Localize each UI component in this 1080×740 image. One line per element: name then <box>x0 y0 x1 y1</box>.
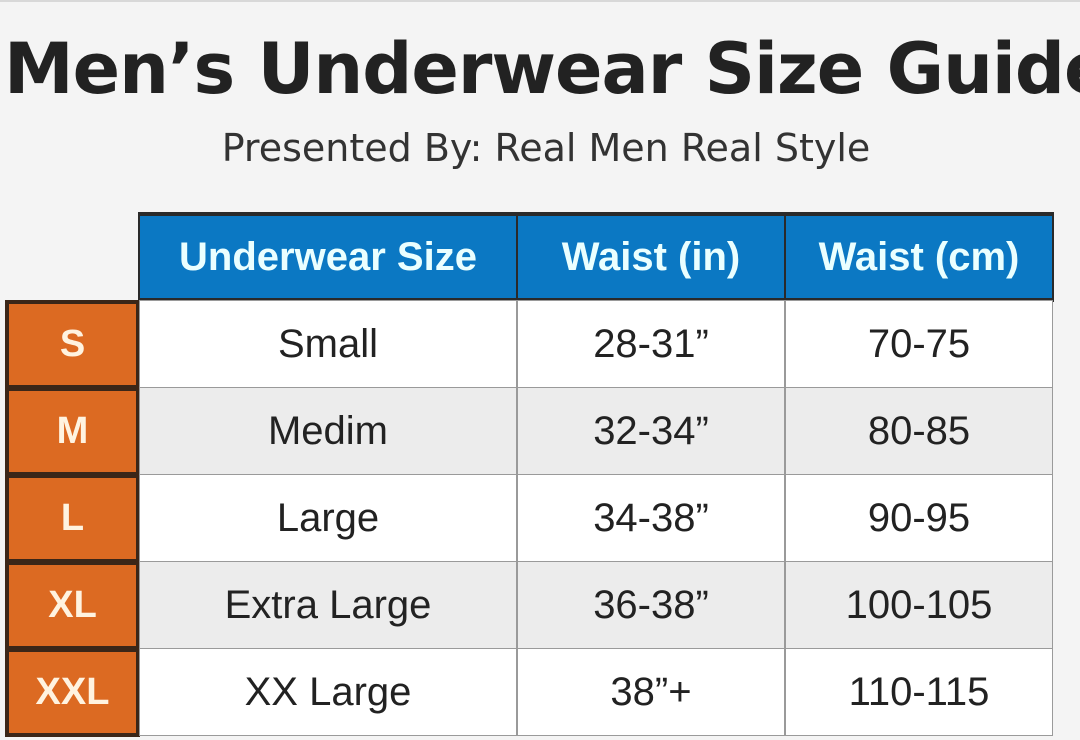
waist-in-cell: 28-31” <box>517 300 785 388</box>
size-name-cell: Medim <box>139 387 517 475</box>
waist-cm-cell: 90-95 <box>785 474 1053 562</box>
waist-in-cell: 34-38” <box>517 474 785 562</box>
page-title: Men’s Underwear Size Guide <box>4 28 1080 110</box>
header-underwear-size: Underwear Size <box>138 212 518 302</box>
size-code-label: M <box>5 387 140 476</box>
waist-in-cell: 32-34” <box>517 387 785 475</box>
size-name-cell: Large <box>139 474 517 562</box>
size-name-cell: Extra Large <box>139 561 517 649</box>
waist-cm-cell: 70-75 <box>785 300 1053 388</box>
size-code-label: S <box>5 300 140 389</box>
header-waist-cm: Waist (cm) <box>784 212 1054 302</box>
size-code-label: XL <box>5 561 140 650</box>
size-code-label: XXL <box>5 648 140 737</box>
size-name-cell: Small <box>139 300 517 388</box>
waist-cm-cell: 100-105 <box>785 561 1053 649</box>
waist-cm-cell: 110-115 <box>785 648 1053 736</box>
waist-in-cell: 38”+ <box>517 648 785 736</box>
waist-in-cell: 36-38” <box>517 561 785 649</box>
top-divider <box>0 0 1080 2</box>
waist-cm-cell: 80-85 <box>785 387 1053 475</box>
size-code-label: L <box>5 474 140 563</box>
header-waist-in: Waist (in) <box>516 212 786 302</box>
page-subtitle: Presented By: Real Men Real Style <box>221 126 871 170</box>
size-name-cell: XX Large <box>139 648 517 736</box>
